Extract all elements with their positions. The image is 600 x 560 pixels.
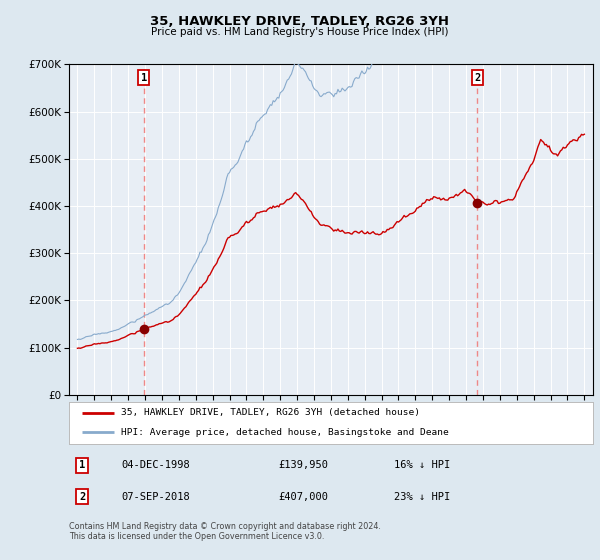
Text: 35, HAWKLEY DRIVE, TADLEY, RG26 3YH (detached house): 35, HAWKLEY DRIVE, TADLEY, RG26 3YH (det…	[121, 408, 421, 417]
Text: 35, HAWKLEY DRIVE, TADLEY, RG26 3YH: 35, HAWKLEY DRIVE, TADLEY, RG26 3YH	[151, 15, 449, 27]
Text: 04-DEC-1998: 04-DEC-1998	[121, 460, 190, 470]
Text: 16% ↓ HPI: 16% ↓ HPI	[394, 460, 450, 470]
Text: Price paid vs. HM Land Registry's House Price Index (HPI): Price paid vs. HM Land Registry's House …	[151, 27, 449, 38]
Text: 2: 2	[79, 492, 85, 502]
Text: £139,950: £139,950	[278, 460, 329, 470]
Text: 2: 2	[474, 73, 481, 83]
Text: Contains HM Land Registry data © Crown copyright and database right 2024.
This d: Contains HM Land Registry data © Crown c…	[69, 522, 381, 542]
Text: £407,000: £407,000	[278, 492, 329, 502]
Text: 1: 1	[140, 73, 147, 83]
Text: 23% ↓ HPI: 23% ↓ HPI	[394, 492, 450, 502]
Text: HPI: Average price, detached house, Basingstoke and Deane: HPI: Average price, detached house, Basi…	[121, 428, 449, 437]
Text: 1: 1	[79, 460, 85, 470]
Text: 07-SEP-2018: 07-SEP-2018	[121, 492, 190, 502]
